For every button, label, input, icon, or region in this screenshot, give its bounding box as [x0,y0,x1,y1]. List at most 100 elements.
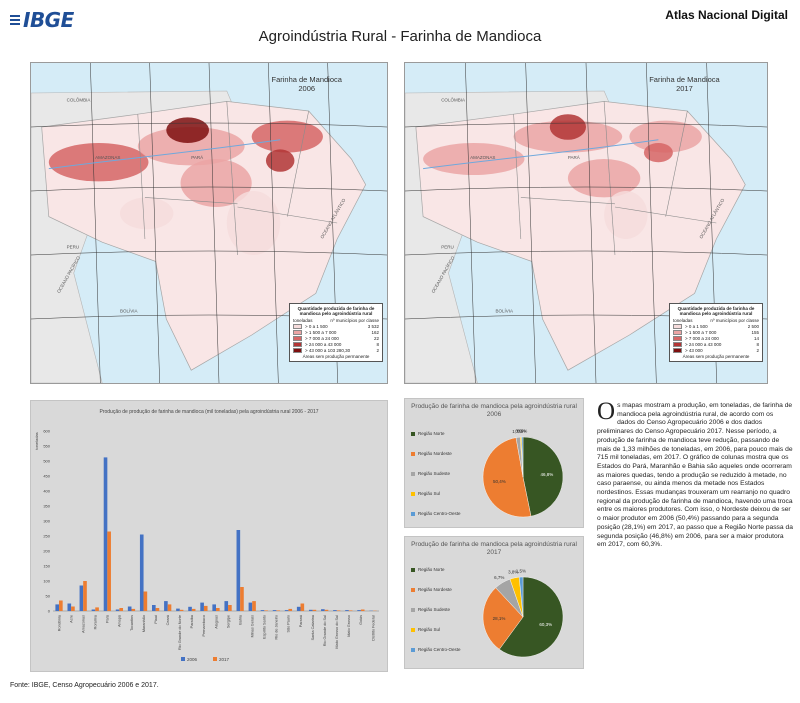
x-tick-label: Amapá [118,614,122,627]
legend-class-label: > 43 000 a 103 280,30 [305,348,351,353]
bar-legend-label: 2017 [219,657,230,662]
y-tick-label: 500 [43,459,50,464]
state-border [237,206,338,224]
pie-legend-item: Região Centro-Oeste [411,511,461,516]
x-tick-label: Distrito Federal [371,615,375,641]
bar-2006 [248,602,253,611]
x-tick-label: Maranhão [142,615,146,632]
meridian-line [90,63,101,383]
bar-2017 [288,608,293,611]
y-tick-label: 350 [43,504,50,509]
bar-2017 [336,610,341,611]
state-border [520,197,615,205]
logo-bars-icon [10,15,20,25]
atlas-title: Atlas Nacional Digital [665,8,788,22]
bar-2017 [324,609,329,611]
pie-legend-swatch [411,431,415,436]
state-border [287,110,309,217]
state-border [144,197,238,205]
state-border [513,114,522,240]
meridian-line [268,63,279,383]
x-tick-label: Mato Grosso [347,615,351,637]
x-tick-label: Alagoas [214,615,218,629]
x-tick-label: Minas Gerais [251,615,255,637]
pie-data-label: 1,7% [512,429,522,434]
bar-2017 [71,606,75,611]
bar-2017 [252,601,256,611]
pie-chart-2006-panel: Produção de farinha de mandioca pela agr… [404,398,584,528]
bar-2017 [228,605,232,611]
pie-data-label: 28,1% [493,616,506,621]
pie-data-label: 1,5% [516,569,526,574]
y-tick-label: 450 [43,474,50,479]
y-tick-label: 200 [43,549,50,554]
bar-2006 [212,604,216,611]
x-tick-label: Acre [69,615,73,623]
legend-swatch [293,330,302,335]
bar-2006 [103,457,108,611]
place-label: PERU [67,245,80,250]
bar-2017 [155,608,160,611]
bar-2017 [59,600,63,611]
legend-row: > 24 000 a 43 000 8 [293,342,379,347]
legend-class-count: 2 [756,348,759,353]
legend-unit: toneladas [673,318,693,323]
map-2006: AMAZONAS PARÁ OCEANO PACÍFICO OCEANO ATLÂNT… [30,62,388,384]
bar-2006 [260,610,265,611]
page-title: Agroindústria Rural - Farinha de Mandioc… [258,28,542,45]
river [423,139,659,170]
legend-class-label: > 7 000 a 24 000 [305,336,339,341]
description-body: s mapas mostram a produção, em toneladas… [597,402,793,549]
bar-2006 [333,610,337,611]
bar-2006 [188,606,192,611]
x-tick-label: Ceará [166,614,170,625]
pie-legend-swatch [411,471,415,476]
legend-class-label: > 0 a 1 500 [685,324,708,329]
y-tick-label: 550 [43,444,50,449]
production-area [226,191,281,255]
y-tick-label: 0 [48,609,51,614]
bar-2017 [276,610,280,611]
place-label: AMAZONAS [470,155,495,160]
bar-chart-panel: Produção de produção de farinha de mandi… [30,400,388,672]
meridian-line [465,63,476,383]
production-area [166,117,209,143]
legend-class-count: 2 [376,348,379,353]
legend-swatch [673,330,682,335]
pie-legend-swatch [411,607,415,612]
bar-2017 [203,605,208,611]
legend-class-count: 22 [373,336,379,341]
bar-2006 [127,606,132,611]
bar-2017 [300,603,305,611]
legend-row: > 43 000 2 [673,348,759,353]
bar-2006 [152,605,156,611]
bar-2017 [264,610,268,611]
x-tick-label: São Paulo [287,615,291,633]
x-tick-label: Mato Grosso do Sul [335,615,339,649]
pie-legend-swatch [411,451,415,456]
state-border [226,101,238,256]
map-year: 2017 [676,84,693,93]
bar-2017 [131,608,136,611]
bar-2017 [167,604,172,611]
bar-2006 [55,604,60,611]
bar-2006 [224,601,229,611]
y-tick-label: 600 [43,429,50,434]
bar-2017 [191,608,196,611]
meridian-line [208,63,220,383]
pie-legend-label: Região Sudeste [418,471,451,476]
pie-legend-item: Região Sudeste [411,607,461,612]
bar-2017 [95,607,99,611]
legend-swatch [293,348,302,353]
parallel-line [31,122,387,128]
legend-header: toneladas nº municípios por classe [673,318,759,323]
pie-legend-item: Região Sul [411,491,461,496]
logo-text: IBGE [23,8,74,32]
parallel-line [405,250,767,256]
pie-legend-label: Região Nordeste [418,587,452,592]
parallel-line [405,186,767,192]
x-tick-label: Pará [106,614,110,623]
pie-legend-item: Região Norte [411,431,461,436]
